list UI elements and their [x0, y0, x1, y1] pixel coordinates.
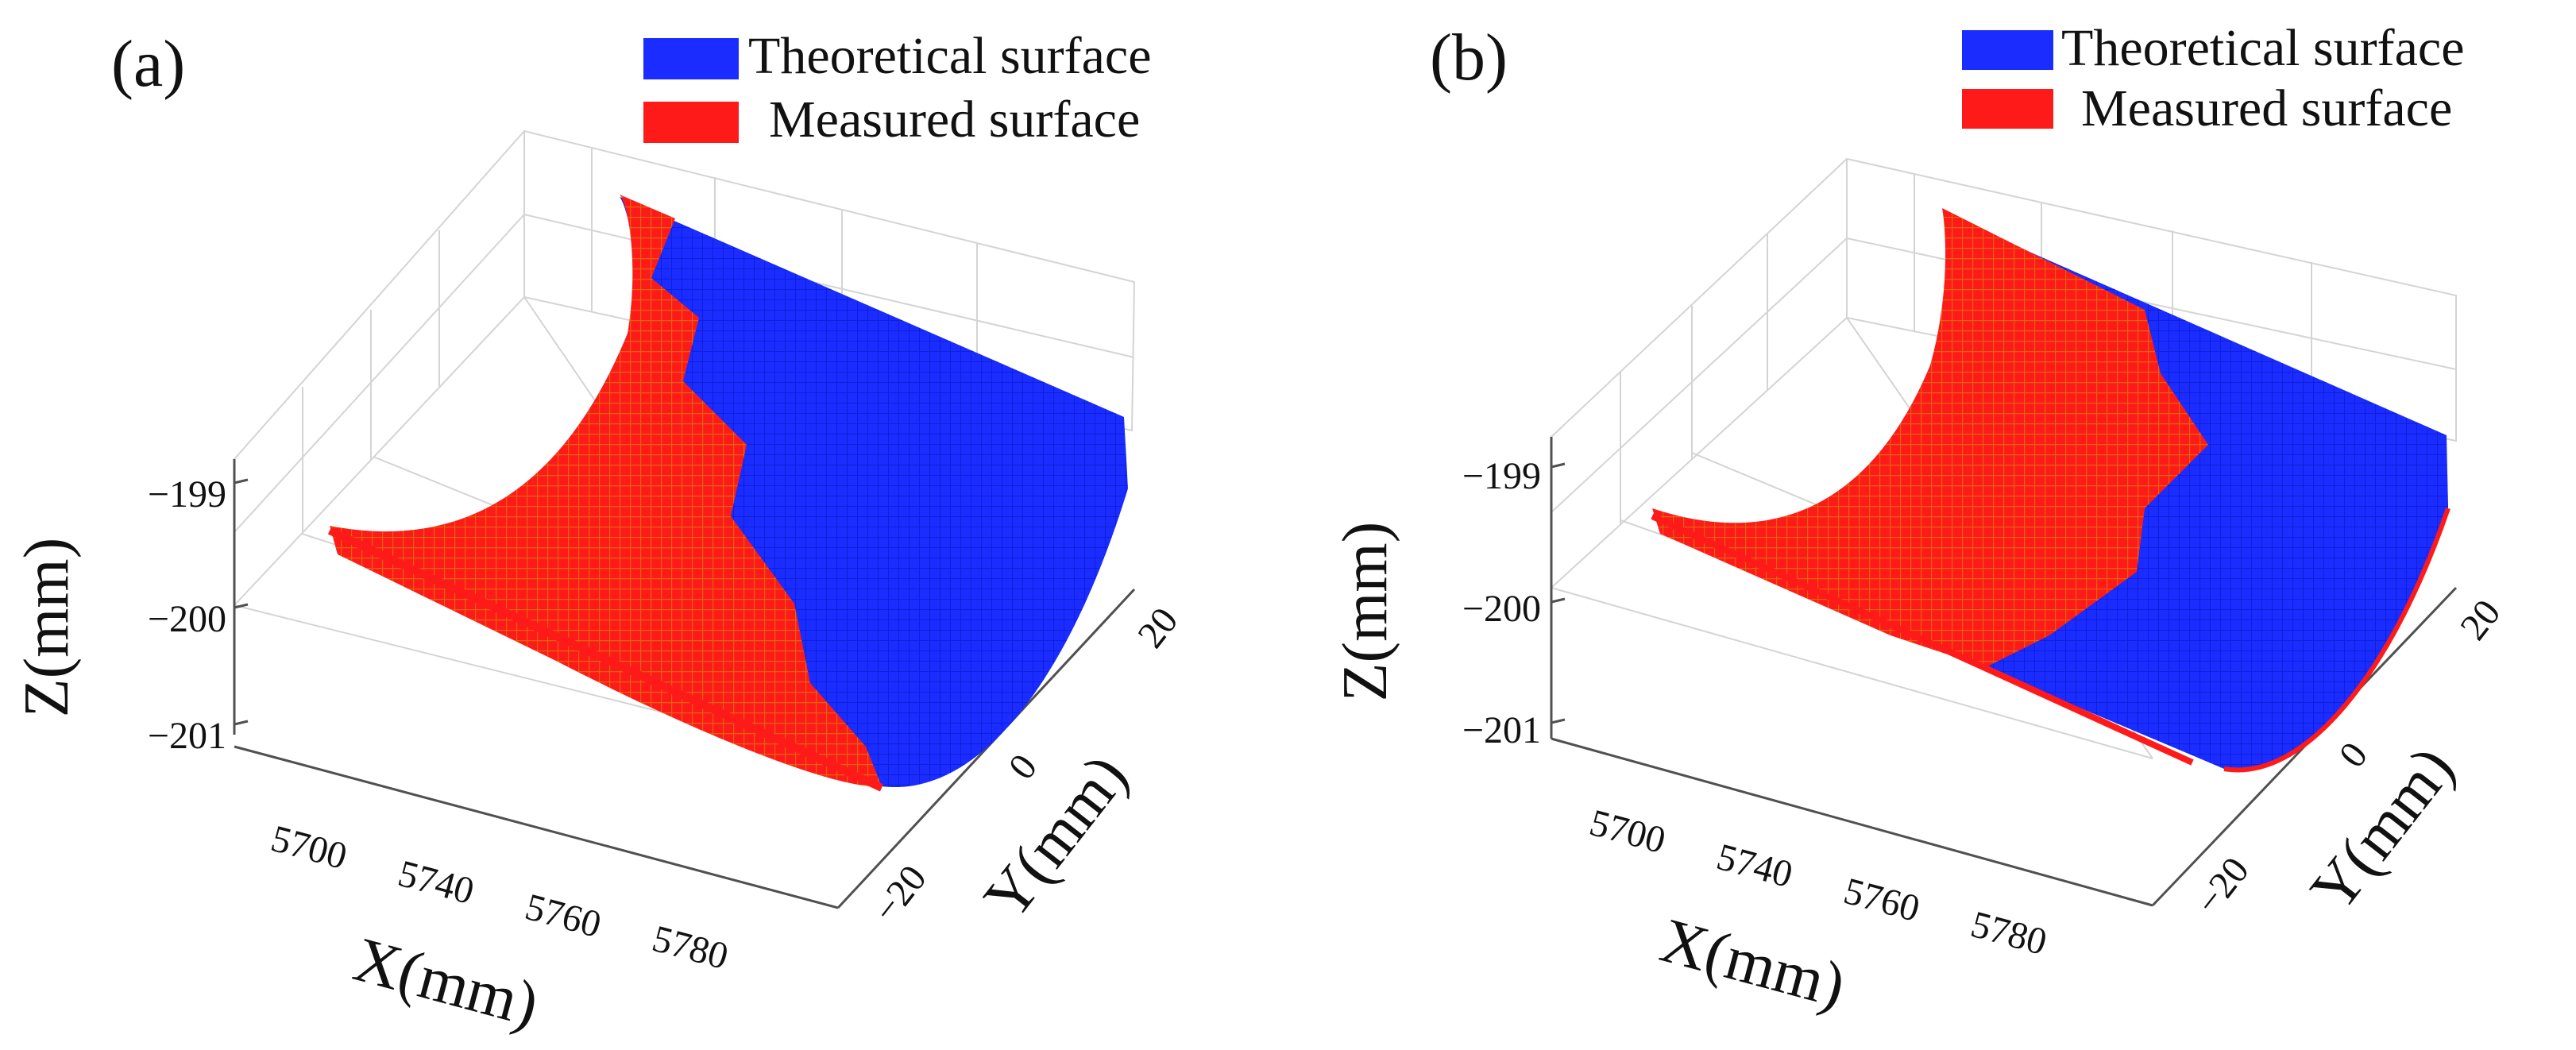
- x-axis-label: X(mm): [1654, 905, 1852, 1021]
- z-tick: −201: [1462, 709, 1541, 751]
- legend-label: Theoretical surface: [2061, 19, 2465, 77]
- panel-b: (b) −199 −200: [1330, 19, 2508, 1021]
- x-tick: 5740: [394, 852, 478, 913]
- z-ticks: −199 −200 −201: [148, 473, 249, 757]
- x-ticks: 5700 5740 5760 5780: [267, 817, 732, 978]
- measured-surface: [1651, 208, 2450, 773]
- legend: Theoretical surface Measured surface: [643, 27, 1152, 149]
- z-tick: −199: [148, 473, 226, 515]
- panel-label: (a): [111, 27, 185, 101]
- z-tick: −201: [148, 715, 226, 757]
- panel-a: (a) −199: [12, 27, 1186, 1040]
- y-tick: 20: [2452, 592, 2508, 647]
- y-tick: 0: [2331, 735, 2377, 776]
- x-ticks: 5700 5740 5760 5780: [1585, 801, 2051, 963]
- legend-label: Theoretical surface: [748, 27, 1152, 85]
- x-tick: 5760: [521, 886, 605, 946]
- legend-label: Measured surface: [769, 91, 1140, 149]
- y-tick: −20: [2188, 850, 2257, 923]
- legend-swatch-theoretical: [643, 38, 739, 79]
- x-tick: 5700: [267, 817, 351, 878]
- z-axis-label: Z(mm): [12, 538, 82, 718]
- x-tick: 5780: [1967, 903, 2051, 963]
- legend: Theoretical surface Measured surface: [1962, 19, 2465, 137]
- axes-lines: [233, 459, 1136, 909]
- y-tick: 20: [1130, 600, 1186, 655]
- z-ticks: −199 −200 −201: [1462, 455, 1566, 751]
- legend-swatch-measured: [643, 102, 739, 143]
- y-tick: 0: [1001, 747, 1046, 788]
- legend-label: Measured surface: [2081, 79, 2452, 137]
- x-tick: 5780: [648, 917, 732, 978]
- measured-surface: [327, 195, 884, 792]
- y-axis-label: Y(mm): [2297, 734, 2467, 925]
- z-axis-label: Z(mm): [1330, 522, 1400, 702]
- x-tick: 5700: [1585, 801, 1670, 862]
- x-tick: 5760: [1840, 870, 1924, 930]
- z-tick: −200: [1462, 588, 1541, 630]
- z-tick: −199: [1462, 455, 1541, 497]
- x-axis-label: X(mm): [347, 925, 546, 1040]
- z-tick: −200: [148, 598, 226, 640]
- panel-label: (b): [1430, 21, 1508, 95]
- y-axis-label: Y(mm): [971, 742, 1141, 932]
- x-tick: 5740: [1713, 836, 1797, 896]
- legend-swatch-theoretical: [1962, 30, 2053, 70]
- legend-swatch-measured: [1962, 89, 2053, 129]
